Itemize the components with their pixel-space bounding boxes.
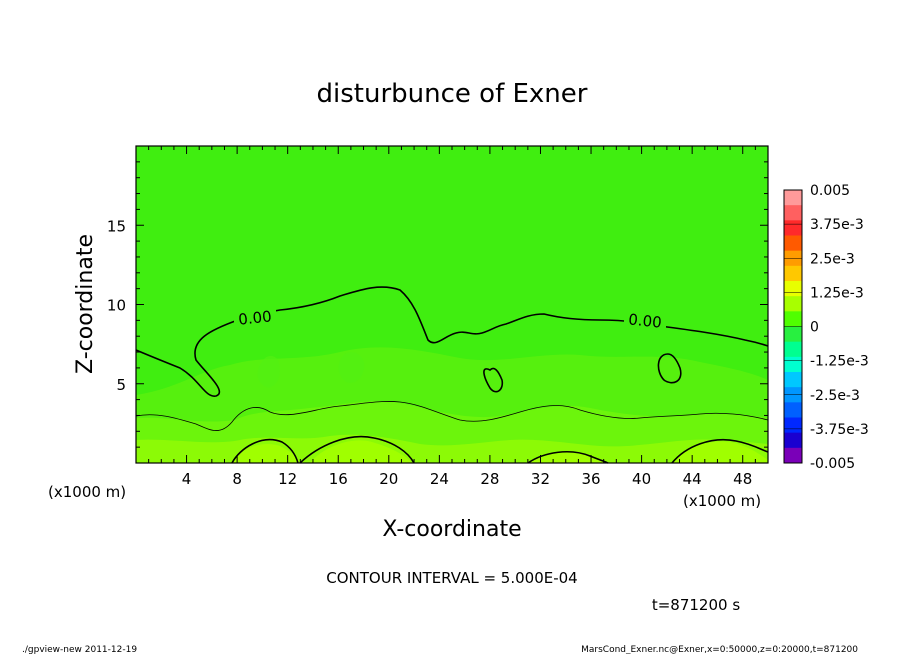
colorbar-swatch <box>784 311 802 327</box>
y-tick-label: 10 <box>107 297 126 315</box>
colorbar-swatch <box>784 326 802 343</box>
x-unit-right: (x1000 m) <box>683 492 761 510</box>
x-tick-label: 32 <box>531 470 550 488</box>
contour-low-4 <box>671 439 769 464</box>
x-tick-label: 44 <box>683 470 702 488</box>
colorbar-swatch <box>784 235 802 252</box>
y-axis-label: Z-coordinate <box>73 234 98 374</box>
contour-label-2: 0.00 <box>627 310 662 331</box>
field-blob-pale-1 <box>257 355 280 388</box>
colorbar-swatch <box>784 356 802 373</box>
colorbar-label: 2.5e-3 <box>810 251 855 267</box>
colorbar-swatch <box>784 205 802 221</box>
colorbar-swatch <box>784 220 802 236</box>
colorbar-label: -2.5e-3 <box>810 388 860 404</box>
field-blob-warm-1 <box>232 443 300 463</box>
contour-label-bg-2 <box>624 310 666 330</box>
contour-zero-loop-2 <box>657 353 682 384</box>
x-tick-label: 48 <box>733 470 752 488</box>
x-tick-label: 24 <box>430 470 449 488</box>
colorbar-label: 0.005 <box>810 183 850 199</box>
y-tick-label: 5 <box>116 376 126 394</box>
colorbar-swatch <box>784 417 802 434</box>
colorbar-swatch <box>784 372 802 388</box>
field-blob-warm-2 <box>310 440 412 463</box>
chart-title: disturbunce of Exner <box>317 79 588 109</box>
x-tick-label: 8 <box>232 470 242 488</box>
contour-interval: CONTOUR INTERVAL = 5.000E-04 <box>326 569 577 587</box>
x-axis-label: X-coordinate <box>382 517 521 542</box>
colorbar-swatch <box>784 281 802 297</box>
colorbar-label: -3.75e-3 <box>810 422 869 438</box>
time-label: t=871200 s <box>652 596 740 614</box>
colorbar-swatch <box>784 341 802 358</box>
contour-low-1 <box>231 438 299 464</box>
colorbar-swatch <box>784 447 802 464</box>
x-unit-left: (x1000 m) <box>48 483 126 501</box>
x-tick-label: 16 <box>329 470 348 488</box>
colorbar-label: 0 <box>810 320 819 336</box>
x-tick-label: 12 <box>278 470 297 488</box>
contour-thin <box>135 401 769 431</box>
colorbar-label: -0.005 <box>810 456 855 472</box>
y-tick-label: 15 <box>107 217 126 235</box>
footer-left: ./gpview-new 2011-12-19 <box>22 645 137 654</box>
x-axis: 4 8 12 16 20 24 28 32 36 40 44 48 <box>148 146 756 488</box>
contour-zero-loop-1 <box>483 367 504 393</box>
colorbar-label: 1.25e-3 <box>810 285 864 301</box>
footer-right: MarsCond_Exner.nc@Exner,x=0:50000,z=0:20… <box>581 645 858 654</box>
contour-low-2 <box>299 435 415 464</box>
colorbar: 0.005 3.75e-3 2.5e-3 1.25e-3 0 -1.25e-3 -2.5e-… <box>783 183 869 472</box>
x-tick-label: 40 <box>632 470 651 488</box>
colorbar-label: -1.25e-3 <box>810 354 869 370</box>
x-tick-label: 28 <box>480 470 499 488</box>
contour-label-bg-1 <box>234 307 276 327</box>
colorbar-swatch <box>784 296 802 312</box>
colorbar-swatch <box>784 402 802 418</box>
x-tick-label: 4 <box>182 470 192 488</box>
contour-label-1: 0.00 <box>237 307 272 328</box>
contour-low-3 <box>527 451 609 464</box>
colorbar-swatch <box>784 190 802 206</box>
plot-area: 0.00 0.00 <box>135 145 769 464</box>
field-blob-warm-4 <box>672 441 768 463</box>
colorbar-label: 3.75e-3 <box>810 217 864 233</box>
colorbar-swatch <box>784 265 802 282</box>
colorbar-swatch <box>784 432 802 449</box>
field-blob-pale-2 <box>338 351 365 383</box>
x-tick-label: 20 <box>379 470 398 488</box>
y-axis: 5 10 15 <box>107 161 768 448</box>
x-tick-label: 36 <box>581 470 600 488</box>
